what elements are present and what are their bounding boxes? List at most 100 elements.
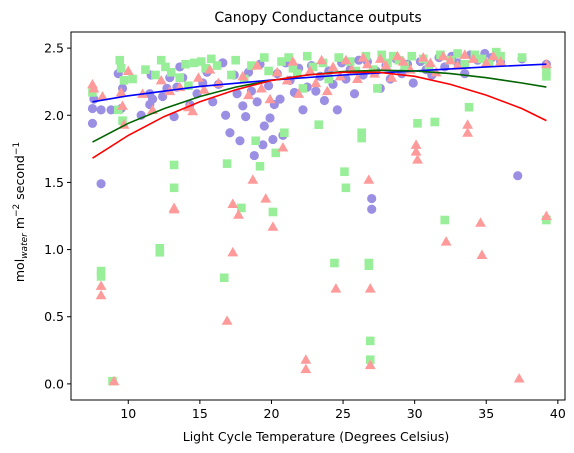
y-axis-label-sup2: −1 <box>12 142 22 155</box>
data-point-triangle <box>267 221 279 231</box>
data-point-triangle <box>321 85 333 96</box>
y-tick-label: 1.5 <box>44 175 64 190</box>
data-point-triangle <box>475 217 486 227</box>
data-point-triangle <box>287 56 299 66</box>
data-point-square <box>207 54 216 64</box>
data-point-square <box>255 162 265 171</box>
data-point-square <box>96 272 106 281</box>
data-point-square <box>308 62 318 72</box>
data-point-triangle <box>95 280 107 290</box>
data-point-triangle <box>316 54 327 65</box>
data-point-square <box>388 51 398 61</box>
y-axis-label-prefix: mol <box>12 259 27 282</box>
data-point-square <box>464 102 474 112</box>
data-point-triangle <box>459 49 471 59</box>
data-point-triangle <box>310 77 322 88</box>
data-points <box>87 47 552 386</box>
data-point-triangle <box>364 283 376 293</box>
data-point-triangle <box>362 58 373 69</box>
data-point-square <box>156 55 166 65</box>
data-point-triangle <box>221 315 233 325</box>
x-tick-label: 20 <box>264 406 280 421</box>
data-point-square <box>251 136 261 146</box>
data-point-circle <box>96 179 106 189</box>
data-point-square <box>345 57 355 66</box>
y-tick-label: 2.0 <box>44 108 64 123</box>
data-point-square <box>128 74 137 84</box>
fit-line-blue <box>92 63 547 103</box>
data-point-circle <box>264 81 274 91</box>
data-point-square <box>189 58 199 68</box>
x-tick-label: 35 <box>478 406 494 421</box>
data-point-triangle <box>410 139 422 149</box>
data-point-triangle <box>300 354 312 364</box>
data-point-triangle <box>513 373 525 383</box>
data-point-circle <box>367 193 377 204</box>
data-point-circle <box>460 69 470 79</box>
data-point-square <box>298 84 308 93</box>
data-point-square <box>407 51 417 61</box>
data-point-triangle <box>397 56 409 66</box>
fit-line-red <box>92 71 547 159</box>
data-point-triangle <box>417 52 429 62</box>
data-point-square <box>377 50 387 60</box>
data-point-triangle <box>115 87 127 97</box>
data-point-square <box>470 50 480 60</box>
data-point-triangle <box>300 363 312 374</box>
data-point-circle <box>319 95 330 106</box>
data-point-triangle <box>198 84 210 94</box>
data-point-triangle <box>227 198 239 208</box>
data-point-square <box>237 203 246 213</box>
data-point-square <box>201 63 210 73</box>
data-point-circle <box>87 118 98 128</box>
data-point-triangle <box>430 66 442 77</box>
data-point-circle <box>232 89 242 99</box>
data-point-triangle <box>540 210 552 221</box>
data-point-circle <box>367 204 377 214</box>
data-point-square <box>271 148 281 158</box>
data-point-circle <box>341 74 351 84</box>
data-point-circle <box>349 89 360 99</box>
data-point-square <box>430 117 439 127</box>
data-point-circle <box>249 150 259 161</box>
data-point-square <box>334 53 344 62</box>
data-point-circle <box>225 128 235 138</box>
data-point-triangle <box>108 375 120 386</box>
data-point-circle <box>513 171 523 181</box>
data-point-square <box>280 128 289 138</box>
data-point-square <box>292 69 302 78</box>
x-tick-label: 15 <box>192 406 208 421</box>
data-point-triangle <box>237 70 249 81</box>
data-point-circle <box>208 97 218 107</box>
data-point-square <box>460 59 470 69</box>
data-point-circle <box>265 113 275 123</box>
data-point-square <box>440 215 450 225</box>
data-point-triangle <box>364 359 376 370</box>
data-point-triangle <box>392 50 403 61</box>
data-point-triangle <box>233 209 244 219</box>
data-point-triangle <box>462 127 474 137</box>
data-point-square <box>184 81 193 91</box>
data-point-triangle <box>117 100 128 110</box>
data-point-triangle <box>327 61 339 71</box>
data-point-square <box>166 67 176 77</box>
data-point-triangle <box>88 83 100 93</box>
data-point-circle <box>275 94 285 104</box>
data-point-triangle <box>204 64 216 74</box>
x-tick-label: 25 <box>335 406 351 421</box>
data-point-circle <box>259 121 269 131</box>
data-point-triangle <box>187 105 199 116</box>
data-point-square <box>373 84 382 93</box>
data-point-triangle <box>476 249 488 259</box>
data-point-square <box>96 266 106 276</box>
data-point-square <box>340 167 349 176</box>
data-point-triangle <box>363 174 375 184</box>
data-point-triangle <box>168 203 180 214</box>
fit-lines <box>92 63 547 159</box>
series-square <box>88 47 551 386</box>
data-point-square <box>357 133 366 143</box>
data-point-square <box>268 207 278 217</box>
data-point-square <box>260 53 269 62</box>
data-point-square <box>330 258 339 268</box>
data-point-triangle <box>122 65 134 75</box>
